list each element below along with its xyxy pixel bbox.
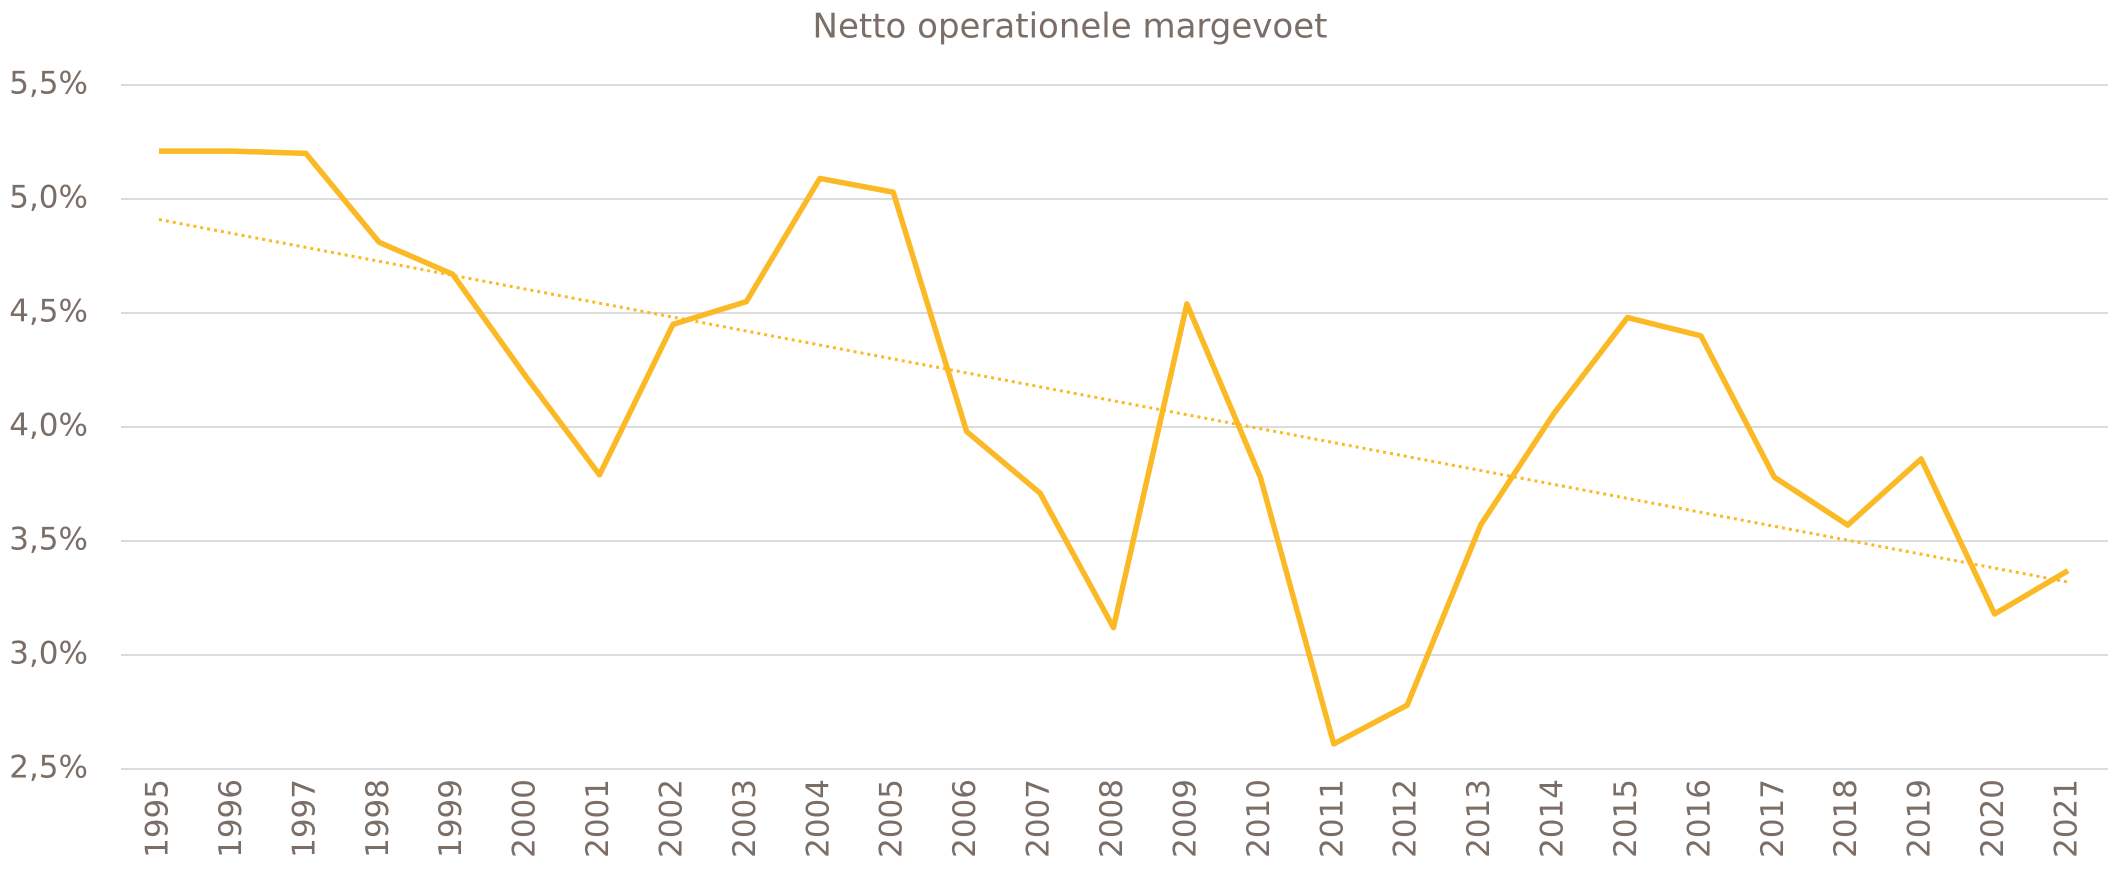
x-tick-label: 1996 xyxy=(213,779,249,858)
x-tick-label: 2002 xyxy=(653,779,689,858)
x-tick-label: 2013 xyxy=(1461,779,1497,858)
x-tick-label: 2020 xyxy=(1975,779,2011,858)
x-tick-label: 2015 xyxy=(1608,779,1644,858)
x-tick-label: 2012 xyxy=(1388,779,1424,858)
x-tick-label: 2014 xyxy=(1535,779,1571,858)
x-tick-label: 2001 xyxy=(580,779,616,858)
data-line xyxy=(159,148,2070,747)
x-tick-label: 2006 xyxy=(947,779,983,858)
y-tick-label: 4,5% xyxy=(9,294,88,330)
x-tick-label: 2004 xyxy=(800,779,836,858)
trend-line xyxy=(158,218,2069,584)
x-tick-label: 2016 xyxy=(1681,779,1717,858)
y-tick-label: 2,5% xyxy=(9,750,88,786)
x-tick-label: 2018 xyxy=(1828,779,1864,858)
y-tick-label: 5,5% xyxy=(9,66,88,102)
y-tick-label: 3,5% xyxy=(9,522,88,558)
y-tick-label: 4,0% xyxy=(9,408,88,444)
x-tick-label: 2019 xyxy=(1902,779,1938,858)
x-tick-label: 2010 xyxy=(1241,779,1277,858)
x-tick-label: 1997 xyxy=(286,779,322,858)
x-tick-label: 2017 xyxy=(1755,779,1791,858)
x-tick-label: 2008 xyxy=(1094,779,1130,858)
y-tick-label: 3,0% xyxy=(9,636,88,672)
x-tick-label: 2007 xyxy=(1021,779,1057,858)
x-tick-label: 2000 xyxy=(507,779,543,858)
x-tick-label: 1995 xyxy=(140,779,176,858)
x-tick-label: 1998 xyxy=(360,779,396,858)
x-tick-label: 2011 xyxy=(1314,779,1350,858)
x-tick-label: 2009 xyxy=(1167,779,1203,858)
x-tick-label: 2021 xyxy=(2049,779,2085,858)
x-tick-label: 1999 xyxy=(433,779,469,858)
y-tick-label: 5,0% xyxy=(9,180,88,216)
x-tick-label: 2003 xyxy=(727,779,763,858)
x-tick-label: 2005 xyxy=(874,779,910,858)
chart-title: Netto operationele margevoet xyxy=(813,7,1328,47)
